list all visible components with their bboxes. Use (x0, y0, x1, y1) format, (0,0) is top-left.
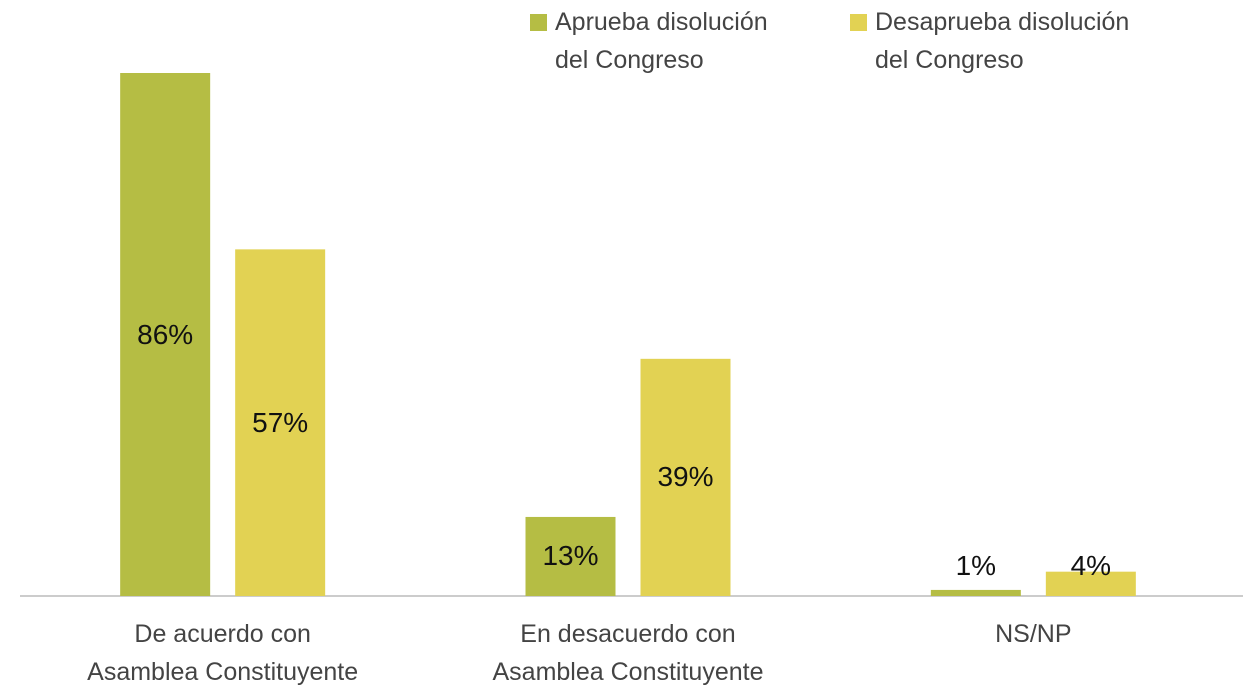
legend-entry: Aprueba disolución del Congreso (555, 8, 768, 74)
x-tick-label: De acuerdo con Asamblea Constituyente (87, 620, 359, 686)
x-tick-label: En desacuerdo con Asamblea Constituyente (492, 620, 764, 686)
bar (120, 73, 211, 596)
legend-swatch (850, 14, 867, 31)
value-label: 57% (252, 406, 309, 438)
value-label: 13% (542, 540, 599, 572)
bar (930, 589, 1021, 596)
bar (525, 516, 616, 596)
value-label: 86% (137, 318, 194, 350)
legend-entry: Desaprueba disolución del Congreso (875, 8, 1130, 74)
value-label: 39% (657, 461, 714, 493)
value-label: 4% (1070, 550, 1112, 581)
bar (640, 358, 731, 596)
legend-swatch (530, 14, 547, 31)
value-label: 1% (955, 550, 997, 581)
bar (235, 249, 326, 596)
bar (1045, 571, 1136, 596)
x-tick-label: NS/NP (995, 620, 1072, 648)
